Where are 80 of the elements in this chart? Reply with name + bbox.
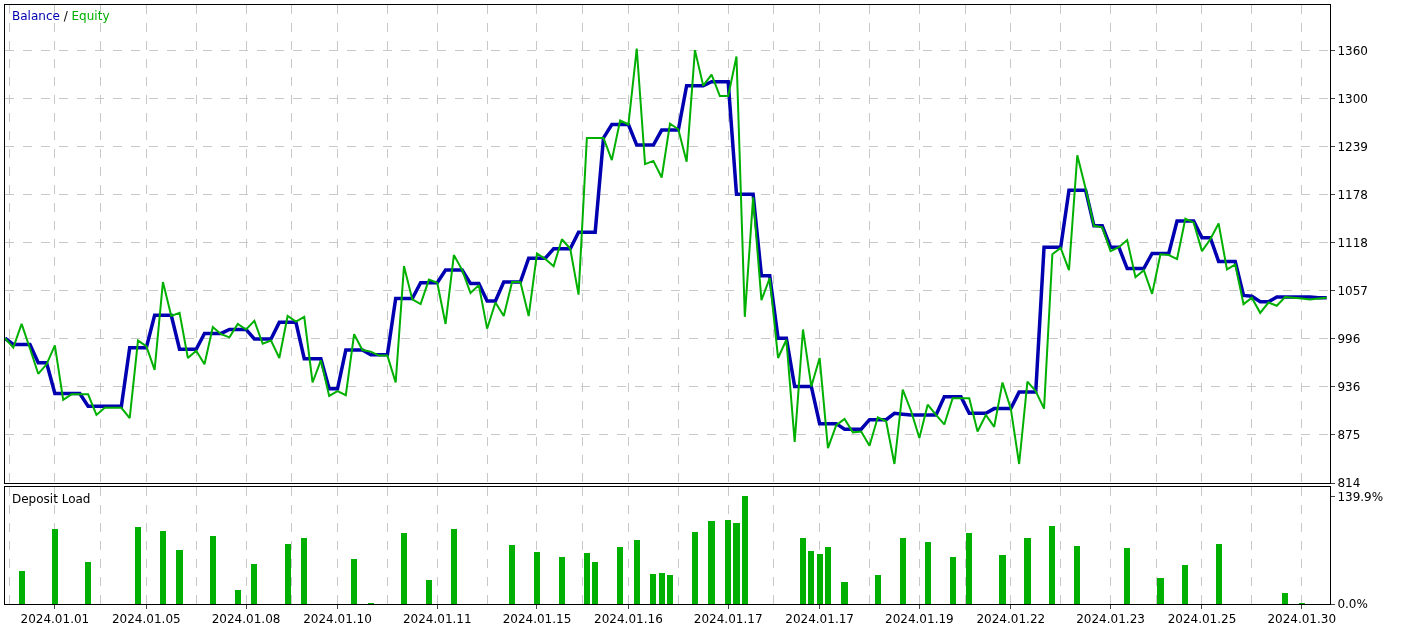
bar [85,562,91,604]
bar [692,532,698,604]
bar [667,575,673,604]
bar [950,557,956,604]
y-tick-label: 1239 [1337,139,1368,154]
bar [176,550,183,604]
bar [235,590,241,604]
bar [1216,544,1222,604]
y-tick-label: 1178 [1337,188,1368,203]
x-tick-label: 2024.01.22 [976,612,1046,626]
bar [1282,593,1288,604]
y-tick-label: 996 [1337,332,1361,347]
bar [659,573,665,604]
x-tick-label: 2024.01.08 [211,612,281,626]
y-tick-label: 814 [1337,476,1361,491]
annotation: / [63,9,68,23]
line-series [5,47,1328,466]
bar [1024,538,1031,604]
bar [742,496,748,604]
bar [426,580,432,604]
bar [1049,526,1055,604]
bar [617,547,623,604]
text: Equity [71,9,110,23]
y-tick-label: 1360 [1337,44,1368,59]
bar [451,529,457,604]
x-tick-label: 2024.01.01 [20,612,90,626]
bar [1074,546,1080,604]
x-tick-label: 2024.01.30 [1267,612,1337,626]
bar [650,574,656,604]
x-tick-label: 2024.01.15 [502,612,572,626]
bar [301,538,307,604]
bar [841,582,848,604]
bar [634,540,640,604]
bar [817,554,823,604]
y-tick-label: 139.9% [1337,489,1384,504]
x-tick-label: 2024.01.11 [402,612,472,626]
bar [135,527,141,604]
x-tick-label: 2024.01.05 [111,612,181,626]
bar [800,538,806,604]
bar [52,529,58,604]
x-tick-label: 2024.01.23 [1076,612,1145,626]
bar [534,552,540,604]
bar [559,557,565,604]
y-tick-label: 1300 [1337,91,1368,106]
bar [160,531,166,604]
bar [999,555,1006,604]
bar [210,536,216,604]
bar [875,575,881,604]
bar [966,533,972,604]
bar [251,564,257,604]
bar [19,571,25,604]
bar [925,542,931,604]
x-tick-label: 2024.01.19 [885,612,954,626]
y-tick-label: 875 [1337,427,1361,442]
bar [351,559,357,604]
bar [1124,548,1130,604]
bar [733,523,740,604]
x-tick-label: 2024.01.17 [785,612,854,626]
bar [725,520,731,604]
bar [708,521,715,604]
bar [825,547,831,604]
bar [584,553,590,604]
y-tick-label: 1118 [1337,235,1368,250]
bar [285,544,291,604]
x-tick-label: 2024.01.17 [693,612,763,626]
chart-title: Deposit Load [12,492,91,506]
bar [900,538,906,604]
y-tick-label: 1057 [1337,283,1368,298]
bar [808,551,814,604]
bar [1182,565,1188,604]
text: Balance [12,9,60,23]
y-tick-label: 936 [1337,379,1361,394]
y-tick-label: 0.0% [1337,597,1368,612]
x-tick-label: 2024.01.25 [1167,612,1237,626]
bar [509,545,515,604]
bar [1157,578,1164,604]
x-tick-label: 2024.01.16 [594,612,663,626]
x-tick-label: 2024.01.10 [303,612,372,626]
bar [592,562,598,604]
bar [401,533,407,604]
